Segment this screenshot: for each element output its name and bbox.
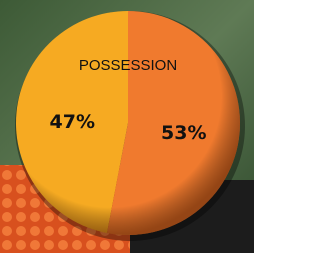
chart-title: POSSESSION <box>79 57 177 74</box>
value-label: 47% <box>50 111 95 133</box>
chart: POSSESSION 47% 53% <box>0 0 254 253</box>
value-label: 53% <box>161 122 206 144</box>
page: POSSESSION 47%53% (() => { const data = … <box>0 0 254 253</box>
